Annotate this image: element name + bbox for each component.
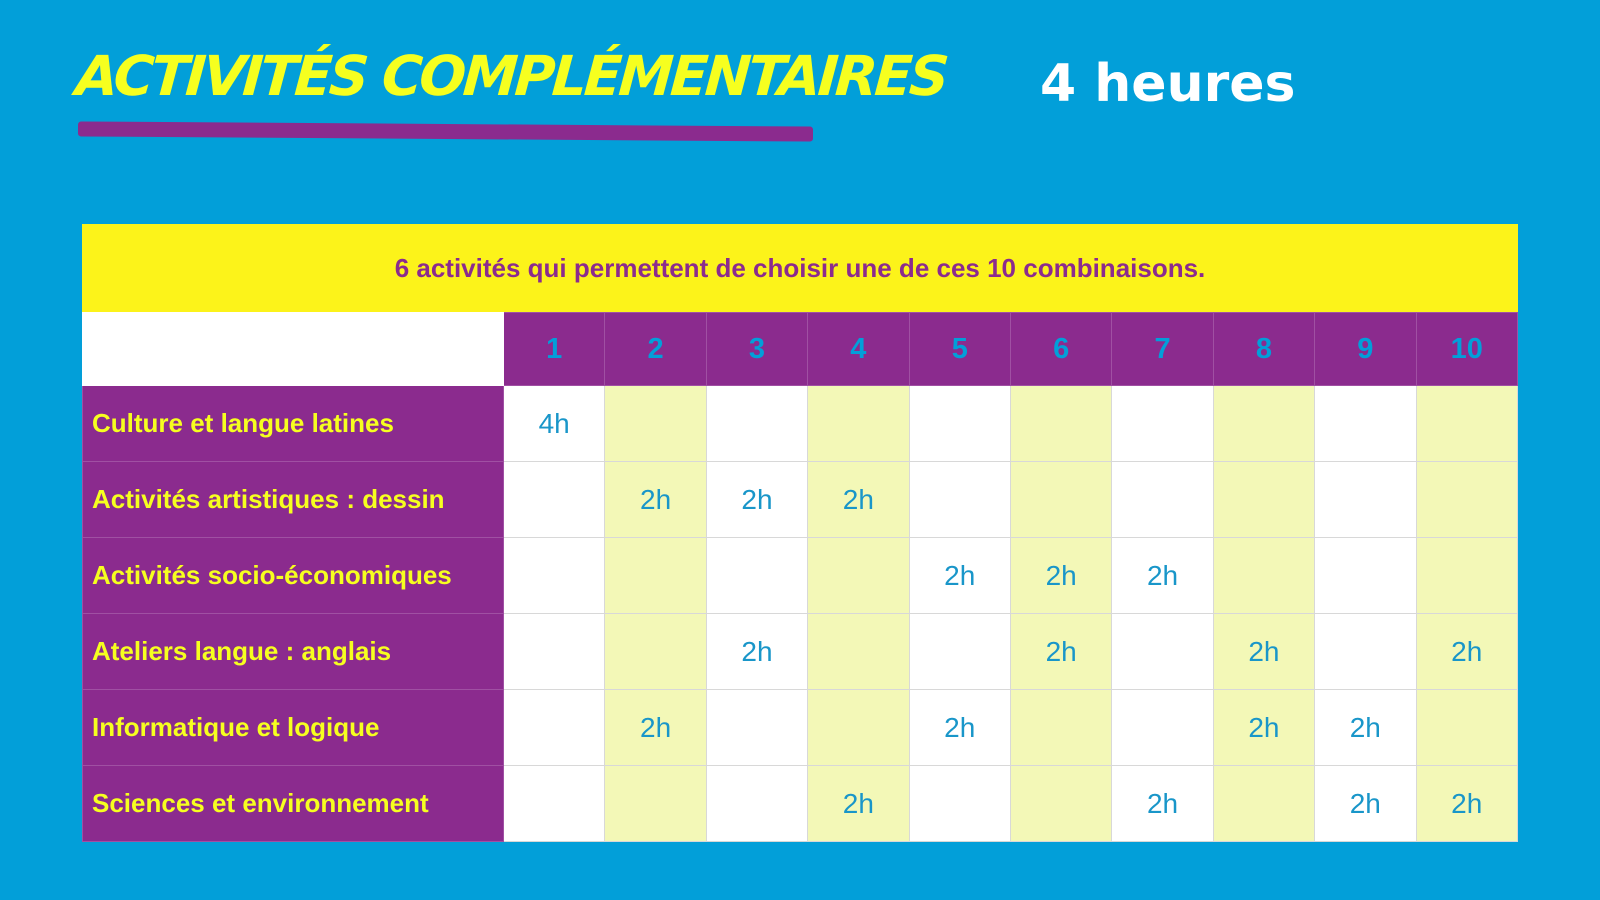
table-cell: 2h — [1009, 613, 1113, 690]
table-cell: 2h — [1111, 537, 1214, 614]
table-cell — [502, 613, 606, 690]
table-cell — [604, 765, 707, 842]
table-cell: 2h — [1415, 765, 1519, 842]
table-body: Culture et langue latines 4h Activités art… — [82, 385, 1519, 842]
table-row: Sciences et environnement 2h 2h 2h 2h — [82, 765, 1519, 842]
table-cell — [807, 537, 910, 614]
table-cell: 2h — [1212, 689, 1316, 766]
column-header-3: 3 — [705, 312, 809, 386]
table-cell — [1212, 461, 1316, 538]
table-cell — [1111, 385, 1214, 462]
column-header-5: 5 — [908, 312, 1011, 386]
table-cell: 2h — [807, 765, 910, 842]
table-row: Ateliers langue : anglais 2h 2h 2h 2h — [82, 613, 1519, 690]
table-cell — [807, 689, 910, 766]
table-cell — [1314, 385, 1417, 462]
table-cell — [502, 461, 606, 538]
table-cell — [1111, 461, 1214, 538]
table-cell — [908, 385, 1011, 462]
column-header-4: 4 — [807, 312, 910, 386]
table-cell — [705, 765, 809, 842]
table-cell — [705, 689, 809, 766]
table-cell — [604, 537, 707, 614]
table-row: Activités socio-économiques 2h 2h 2h — [82, 537, 1519, 614]
column-header-2: 2 — [604, 312, 707, 386]
row-label: Sciences et environnement — [82, 765, 504, 842]
table-cell: 2h — [1314, 689, 1417, 766]
table-cell — [1009, 765, 1113, 842]
table-cell — [1314, 461, 1417, 538]
table-cell — [1009, 385, 1113, 462]
table-cell — [908, 613, 1011, 690]
hours-label: 4 heures — [1040, 54, 1296, 114]
table-cell — [604, 385, 707, 462]
table-cell — [502, 537, 606, 614]
table-cell — [1212, 765, 1316, 842]
table-cell: 2h — [908, 689, 1011, 766]
page-title: ACTIVITÉS COMPLÉMENTAIRES — [73, 44, 949, 108]
table-cell: 2h — [1415, 613, 1519, 690]
table-cell — [1415, 385, 1519, 462]
table-cell — [1111, 689, 1214, 766]
column-header-6: 6 — [1009, 312, 1113, 386]
table-cell — [1212, 537, 1316, 614]
table-cell — [1314, 613, 1417, 690]
table-row: Activités artistiques : dessin 2h 2h 2h — [82, 461, 1519, 538]
table-cell — [705, 537, 809, 614]
table-cell — [908, 461, 1011, 538]
table-cell: 4h — [502, 385, 606, 462]
row-label: Informatique et logique — [82, 689, 504, 766]
table-cell — [1314, 537, 1417, 614]
table-cell — [807, 613, 910, 690]
table-cell: 2h — [807, 461, 910, 538]
column-header-9: 9 — [1314, 312, 1417, 386]
column-header-7: 7 — [1111, 312, 1214, 386]
table-cell: 2h — [705, 613, 809, 690]
title-underline — [77, 121, 814, 142]
column-header-1: 1 — [502, 312, 606, 386]
table-cell: 2h — [604, 689, 707, 766]
row-label: Activités artistiques : dessin — [82, 461, 504, 538]
corner-cell — [82, 312, 504, 386]
row-label: Activités socio-économiques — [82, 537, 504, 614]
row-label: Culture et langue latines — [82, 385, 504, 462]
table-cell — [1415, 689, 1519, 766]
table-cell — [1111, 613, 1214, 690]
table-cell — [908, 765, 1011, 842]
table-cell: 2h — [705, 461, 809, 538]
table-cell: 2h — [1111, 765, 1214, 842]
table-cell: 2h — [1314, 765, 1417, 842]
combinations-grid: 1 2 3 4 5 6 7 8 9 10 Culture et langue latines 4h A… — [82, 312, 1519, 842]
table-cell — [1212, 385, 1316, 462]
table-cell — [1415, 537, 1519, 614]
table-cell — [502, 689, 606, 766]
table-cell — [1009, 689, 1113, 766]
table-banner: 6 activités qui permettent de choisir un… — [82, 224, 1518, 312]
table-cell — [1009, 461, 1113, 538]
table-cell — [807, 385, 910, 462]
table-cell: 2h — [1212, 613, 1316, 690]
table-cell: 2h — [908, 537, 1011, 614]
header-row: 1 2 3 4 5 6 7 8 9 10 — [82, 312, 1519, 386]
table-cell: 2h — [1009, 537, 1113, 614]
table-cell — [502, 765, 606, 842]
column-header-8: 8 — [1212, 312, 1316, 386]
row-label: Ateliers langue : anglais — [82, 613, 504, 690]
table-cell — [705, 385, 809, 462]
table-row: Informatique et logique 2h 2h 2h 2h — [82, 689, 1519, 766]
combinations-table: 6 activités qui permettent de choisir un… — [82, 224, 1519, 842]
column-header-10: 10 — [1415, 312, 1519, 386]
table-cell — [604, 613, 707, 690]
table-cell: 2h — [604, 461, 707, 538]
table-cell — [1415, 461, 1519, 538]
table-row: Culture et langue latines 4h — [82, 385, 1519, 462]
